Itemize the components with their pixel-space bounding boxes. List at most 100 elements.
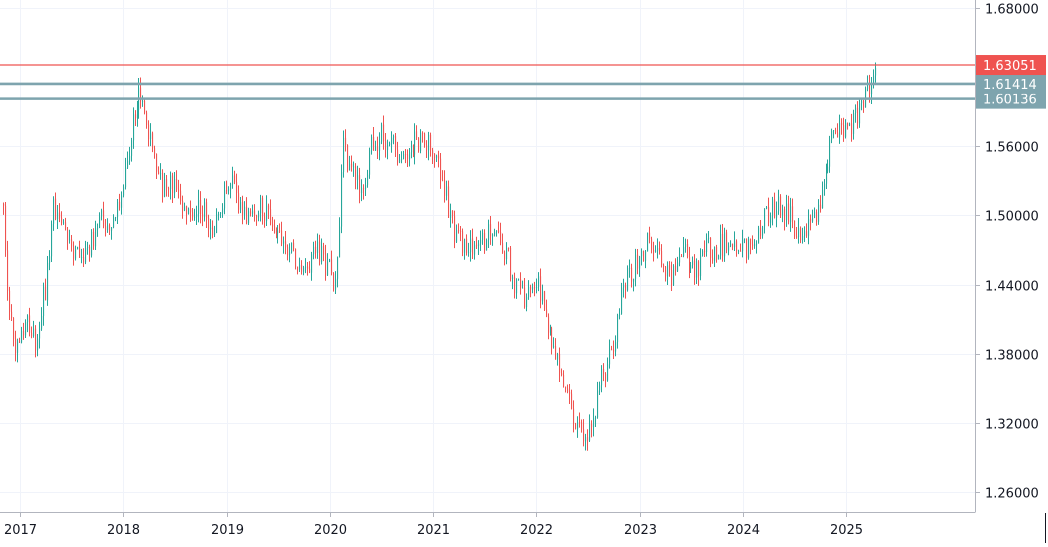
candle: [373, 126, 375, 151]
candle-body: [740, 250, 742, 252]
candle-body: [841, 122, 843, 126]
candle: [129, 146, 131, 165]
candle-body: [7, 250, 9, 291]
candle: [13, 317, 15, 347]
candle: [236, 173, 238, 204]
candle-body: [869, 82, 871, 95]
candle: [685, 238, 687, 253]
candle-body: [180, 190, 182, 202]
candle-body: [812, 217, 814, 222]
candle: [569, 384, 571, 405]
candle: [655, 245, 657, 253]
candle: [738, 249, 740, 255]
candle: [772, 196, 774, 226]
candle: [416, 125, 418, 140]
candle: [17, 338, 19, 363]
candle: [458, 223, 460, 234]
candle-body: [33, 328, 35, 337]
candle-body: [442, 179, 444, 181]
candle-body: [279, 230, 281, 232]
candle-body: [746, 238, 748, 258]
candle-body: [553, 346, 555, 348]
candle: [119, 193, 121, 211]
time-tick-label: 2019: [211, 523, 244, 538]
candle-body: [655, 250, 657, 252]
candle: [754, 239, 756, 249]
candle: [117, 199, 119, 225]
candle: [855, 104, 857, 123]
candle-body: [119, 201, 121, 208]
candle-body: [561, 373, 563, 375]
candle-body: [651, 238, 653, 250]
candle: [202, 205, 204, 227]
candle: [158, 166, 160, 175]
candle: [309, 261, 311, 274]
candle: [148, 120, 150, 147]
candle: [814, 207, 816, 219]
candle-body: [109, 225, 111, 231]
candle-body: [611, 349, 613, 351]
candle: [170, 171, 172, 200]
candle: [347, 144, 349, 173]
candle: [137, 100, 139, 127]
candle-body: [738, 250, 740, 252]
candle: [528, 280, 530, 300]
candle-body: [210, 227, 212, 230]
candle: [436, 154, 438, 163]
candle-body: [577, 422, 579, 429]
candle: [15, 330, 17, 362]
candle-body: [9, 290, 11, 312]
candle-body: [172, 175, 174, 194]
candle: [486, 238, 488, 251]
price-line-label-1: 1.63051: [976, 55, 1046, 76]
candle: [349, 155, 351, 171]
candle: [671, 261, 673, 292]
time-tick-label: 2018: [107, 523, 140, 538]
candle-body: [478, 243, 480, 246]
candle-body: [448, 186, 450, 218]
candle: [732, 243, 734, 251]
candle: [716, 244, 718, 263]
price-tick-label: 1.26000: [985, 487, 1039, 502]
candle-body: [694, 260, 696, 278]
candle-body: [53, 198, 55, 224]
candle-body: [722, 233, 724, 257]
candle-body: [434, 153, 436, 158]
candle: [154, 145, 156, 159]
candle-body: [687, 244, 689, 258]
candle: [210, 219, 212, 240]
candle: [260, 194, 262, 222]
candle-body: [450, 210, 452, 218]
candle: [829, 135, 831, 173]
candle: [325, 244, 327, 281]
candle-body: [502, 243, 504, 253]
candle-body: [411, 145, 413, 153]
candle: [500, 222, 502, 246]
candle-body: [788, 203, 790, 223]
candle: [432, 147, 434, 164]
candle-body: [551, 327, 553, 348]
candle-body: [393, 136, 395, 138]
candle: [589, 414, 591, 443]
candle: [43, 282, 45, 326]
candle-body: [349, 163, 351, 171]
candle-body: [492, 234, 494, 237]
candle-body: [563, 374, 565, 387]
candle-body: [403, 153, 405, 159]
candle-body: [772, 199, 774, 216]
candle: [214, 225, 216, 238]
candle: [397, 141, 399, 166]
candle-body: [188, 208, 190, 215]
candle-body: [260, 197, 262, 214]
candle-body: [422, 132, 424, 134]
candle-body: [496, 230, 498, 232]
candle-body: [595, 417, 597, 419]
candle: [351, 155, 353, 172]
candle: [287, 244, 289, 261]
candle: [281, 221, 283, 247]
candle-body: [696, 261, 698, 278]
candle: [67, 227, 69, 250]
candle-body: [341, 171, 343, 227]
candle-body: [329, 259, 331, 262]
